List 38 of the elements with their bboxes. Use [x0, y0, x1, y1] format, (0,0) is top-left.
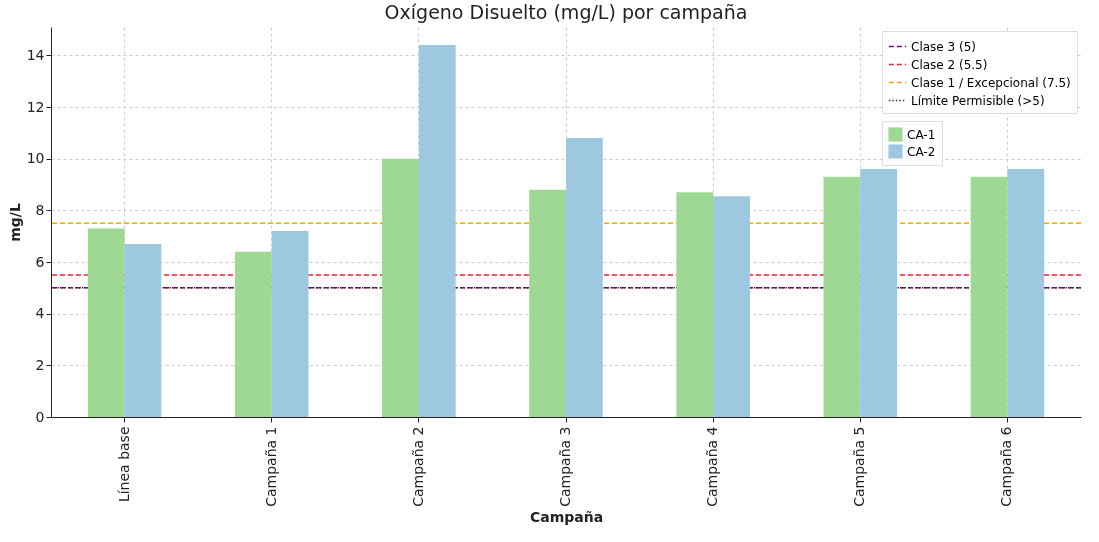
- bar: [823, 176, 861, 417]
- legend-label: Clase 2 (5.5): [911, 57, 988, 72]
- x-tick-label: Línea base: [115, 426, 132, 503]
- y-tick-label: 8: [35, 201, 45, 218]
- bar: [676, 192, 714, 417]
- y-axis-title: mg/L: [6, 203, 23, 242]
- bar: [529, 189, 566, 417]
- y-tick-label: 6: [35, 253, 45, 270]
- bar: [271, 231, 309, 417]
- bar: [382, 158, 419, 417]
- y-tick-label: 0: [35, 408, 45, 425]
- x-tick-label: Campaña 2: [409, 426, 426, 507]
- legend-label: Clase 1 / Excepcional (7.5): [911, 75, 1071, 90]
- y-tick-label: 10: [26, 150, 45, 167]
- x-tick-label: Campaña 4: [704, 426, 721, 507]
- y-tick-label: 12: [26, 98, 45, 115]
- bar: [418, 45, 456, 417]
- bar: [566, 138, 603, 417]
- x-tick-label: Campaña 1: [262, 426, 279, 507]
- bar: [713, 196, 750, 417]
- legend-label: CA-1: [907, 127, 936, 142]
- bar: [124, 243, 162, 417]
- y-tick-label: 4: [35, 305, 45, 322]
- bar: [234, 251, 272, 417]
- legend-label: Clase 3 (5): [911, 39, 976, 54]
- x-tick-label: Campaña 3: [557, 426, 573, 507]
- bar: [860, 169, 898, 417]
- x-tick-label: Campaña 6: [998, 426, 1015, 507]
- x-tick-label: Campaña 5: [851, 426, 868, 507]
- legend-label: CA-2: [907, 144, 936, 159]
- bar: [970, 176, 1008, 417]
- bar: [1007, 169, 1045, 417]
- legend-label: Límite Permisible (>5): [911, 93, 1045, 108]
- y-tick-label: 2: [35, 356, 45, 373]
- bar: [87, 228, 125, 417]
- y-tick-label: 14: [26, 46, 45, 63]
- chart-title: Oxígeno Disuelto (mg/L) por campaña: [384, 1, 748, 23]
- x-axis-title: Campaña: [529, 508, 604, 525]
